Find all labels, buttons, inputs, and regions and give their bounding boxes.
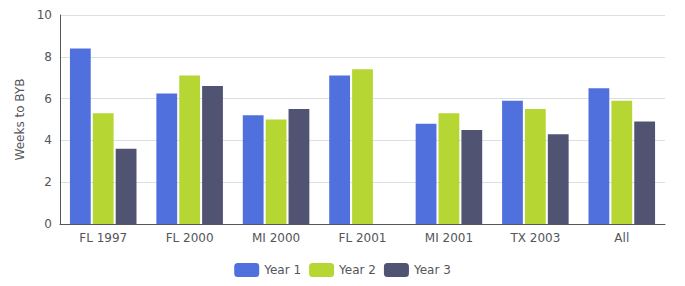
svg-text:Year 2: Year 2 — [338, 263, 376, 277]
svg-text:Year 3: Year 3 — [413, 263, 451, 277]
svg-text:8: 8 — [44, 50, 52, 64]
svg-text:2: 2 — [44, 175, 52, 189]
svg-text:TX 2003: TX 2003 — [509, 231, 560, 245]
svg-text:Weeks to BYB: Weeks to BYB — [13, 79, 27, 161]
svg-text:FL 1997: FL 1997 — [79, 231, 127, 245]
svg-text:FL 2000: FL 2000 — [166, 231, 214, 245]
svg-text:10: 10 — [37, 8, 52, 22]
svg-text:6: 6 — [44, 92, 52, 106]
svg-text:MI 2000: MI 2000 — [252, 231, 300, 245]
svg-text:Year 1: Year 1 — [263, 263, 301, 277]
svg-text:0: 0 — [44, 217, 52, 231]
svg-text:MI 2001: MI 2001 — [425, 231, 473, 245]
svg-text:4: 4 — [44, 133, 52, 147]
svg-text:FL 2001: FL 2001 — [339, 231, 387, 245]
svg-text:All: All — [614, 231, 629, 245]
